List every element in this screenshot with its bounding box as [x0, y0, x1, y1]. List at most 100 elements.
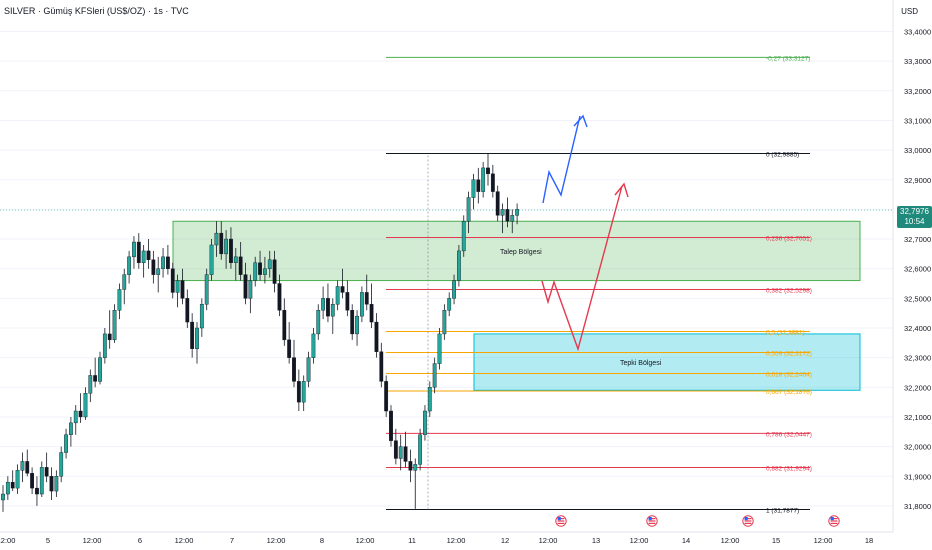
candle [146, 239, 151, 269]
candle-body-up [248, 280, 253, 299]
candle [432, 357, 437, 394]
candle-body-down [44, 467, 49, 477]
currency-label[interactable]: USD [901, 7, 918, 16]
candle-body-down [326, 298, 330, 317]
candle [195, 322, 199, 364]
flag-stripe [744, 520, 752, 522]
candle-body-down [287, 339, 292, 358]
candle-body-down [30, 473, 34, 489]
flag-stripe [648, 518, 656, 520]
candle-body-down [408, 461, 413, 471]
candle-body-up [127, 256, 132, 275]
candle-body-up [413, 464, 418, 471]
flag-stripe [830, 518, 838, 520]
candle-body-up [515, 209, 520, 216]
flag-stripe [557, 518, 565, 520]
candle [263, 256, 267, 284]
candle [199, 298, 204, 337]
candle [374, 313, 379, 358]
time-tick-label: 12 [501, 536, 509, 545]
flag-stripe [830, 522, 838, 524]
price-tick-label: 31,8000 [904, 502, 931, 511]
price-tick-label: 33,0000 [904, 146, 931, 155]
flag-stripe [648, 522, 656, 524]
candle [476, 167, 481, 204]
chart-title: SILVER · Gümüş KFSleri (US$/OZ) · 1s · T… [4, 6, 189, 16]
candle [190, 313, 195, 358]
candle [233, 247, 238, 281]
candle [505, 197, 510, 228]
candle-body-up [68, 422, 73, 435]
candle-body-up [301, 381, 306, 403]
candle-body-up [156, 268, 161, 275]
candle-body-up [112, 310, 117, 341]
candle [180, 268, 185, 305]
price-tick-label: 33,2000 [904, 87, 931, 96]
candle [93, 357, 98, 388]
flag-stripe [744, 522, 752, 524]
candle-body-up [311, 333, 316, 358]
candle-body-up [195, 327, 199, 349]
candle [64, 428, 68, 459]
candle-body-down [170, 268, 175, 293]
flag-stripe [744, 518, 752, 520]
candle-body-up [471, 179, 476, 198]
candle-body-down [272, 259, 277, 284]
time-tick-label: 6 [138, 536, 142, 545]
grid-lines [0, 31, 893, 507]
candle [369, 283, 374, 328]
candle-body-up [132, 241, 136, 258]
price-tick-label: 32,5000 [904, 294, 931, 303]
candle [209, 239, 214, 281]
candle [1, 485, 5, 512]
time-tick-label: 12:00 [814, 536, 833, 545]
price-axis[interactable]: 33,4000 33,3000 33,2000 33,1000 33,0000 32,90… [892, 0, 931, 532]
price-tick-label: 32,3000 [904, 354, 931, 363]
fib-level-label: -0,27 (33,3127) [766, 55, 810, 62]
candle-body-up [360, 292, 364, 317]
candle [132, 236, 136, 269]
fib-retracement[interactable]: -0,27 (33,3127) 0 (32,9885) 0,236 (32,7051… [386, 55, 812, 515]
time-tick-label: 12:00 [356, 536, 375, 545]
candle-body-up [442, 310, 447, 335]
candles [1, 153, 520, 512]
candle [267, 250, 272, 278]
candle-body-down [35, 487, 39, 495]
time-axis[interactable]: 12:00 5 12:00 6 12:00 7 12:00 8 12:00 11 12:00 12 12… [0, 515, 893, 545]
candle [15, 464, 20, 495]
candle [204, 268, 209, 311]
candle [219, 221, 224, 260]
candle [136, 233, 141, 269]
candle-body-down [165, 256, 170, 269]
reaction-zone-label: Tepki Bölgesi [620, 360, 662, 367]
candle-body-up [209, 244, 214, 275]
candle-body-down [238, 256, 243, 275]
candle-body-down [384, 381, 389, 412]
candle [292, 339, 296, 388]
candle [88, 369, 93, 403]
candle [248, 274, 253, 314]
candle-body-up [175, 280, 180, 293]
candle [408, 449, 413, 483]
time-tick-label: 18 [865, 536, 873, 545]
candle-body-up [224, 238, 228, 255]
time-tick-label: 7 [230, 536, 234, 545]
candle [49, 467, 54, 500]
candle [306, 351, 311, 388]
candle-body-down [25, 461, 30, 474]
candle [5, 476, 10, 500]
candle [486, 153, 490, 186]
bearish-then-bullish-path-arrow [541, 185, 623, 352]
candle [117, 283, 122, 320]
candle [413, 458, 418, 509]
candle [481, 161, 486, 198]
candle [326, 283, 330, 323]
candle [141, 244, 146, 278]
candle [364, 274, 369, 311]
candle [68, 416, 73, 447]
candle-body-down [350, 310, 355, 335]
fib-level-label: 0,882 (31,9294) [766, 466, 812, 473]
time-tick-label: 12:00 [175, 536, 194, 545]
candle [457, 244, 461, 287]
